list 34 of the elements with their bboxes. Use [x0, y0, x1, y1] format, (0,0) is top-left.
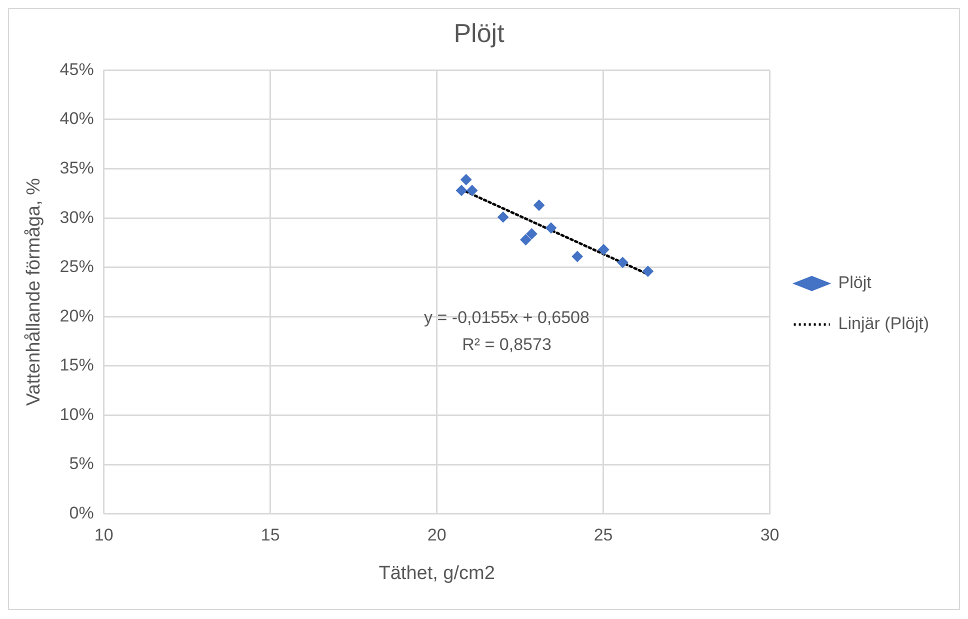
x-tick-label: 10 [94, 526, 114, 545]
y-tick-label: 25% [60, 257, 94, 276]
x-tick-label: 20 [427, 526, 446, 545]
point [466, 184, 478, 196]
x-axis-title: Täthet, g/cm2 [378, 562, 495, 584]
annotation: y = -0,0155x + 0,6508 [424, 308, 590, 328]
annotation: R² = 0,8573 [462, 335, 552, 354]
y-tick-label: 40% [60, 109, 94, 128]
y-tick-label: 10% [60, 404, 94, 424]
point [546, 222, 557, 234]
y-tick-label: 35% [60, 158, 94, 178]
y-tick-label: 20% [60, 306, 94, 326]
y-tick-label: 30% [60, 208, 94, 227]
y-tick-label: 45% [60, 60, 94, 79]
legend-label: Linjär (Plöjt) [838, 314, 930, 334]
point [460, 174, 472, 186]
y-tick-label: 5% [69, 454, 94, 474]
point [456, 184, 467, 196]
y-axis-title: Vattenhållande förmåga, % [24, 178, 45, 406]
point [642, 266, 654, 277]
point [498, 212, 509, 223]
point [572, 251, 583, 262]
point [617, 256, 628, 268]
x-tick-label: 15 [260, 526, 280, 545]
legend-label: Plöjt [838, 273, 872, 292]
y-tick-label: 0% [69, 503, 94, 522]
point [520, 234, 532, 246]
x-tick-label: 25 [594, 526, 613, 545]
chart-title: Plöjt [454, 18, 506, 48]
point [534, 200, 545, 211]
x-tick-label: 30 [760, 526, 780, 545]
point [526, 228, 538, 240]
y-tick-label: 15% [60, 356, 94, 375]
point [598, 244, 610, 256]
